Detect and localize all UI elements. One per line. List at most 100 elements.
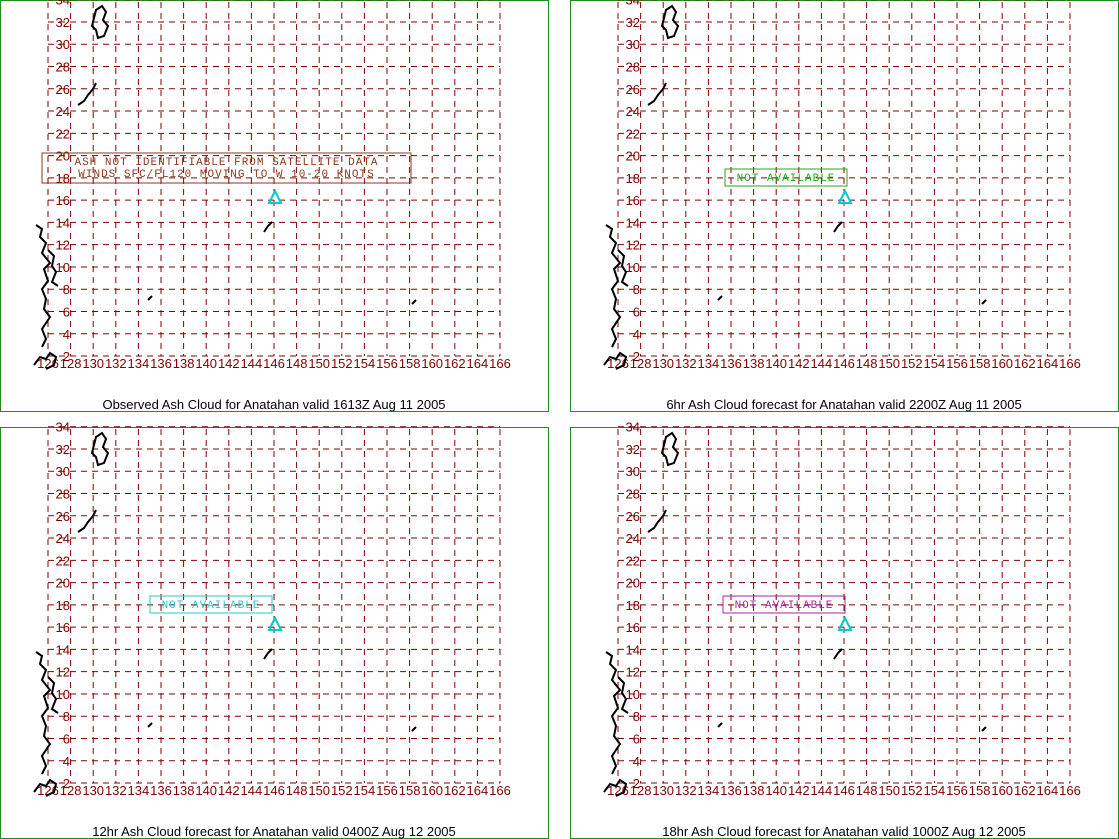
longitude-label: 136 xyxy=(720,783,742,798)
note-box xyxy=(41,152,412,184)
longitude-label: 138 xyxy=(743,356,765,371)
longitude-label: 140 xyxy=(765,356,787,371)
longitude-label: 152 xyxy=(901,783,923,798)
longitude-label: 160 xyxy=(991,356,1013,371)
longitude-label: 150 xyxy=(878,783,900,798)
longitude-label: 132 xyxy=(675,356,697,371)
longitude-label: 150 xyxy=(308,356,330,371)
latitude-label: 16 xyxy=(56,193,70,208)
latitude-label: 6 xyxy=(633,304,640,319)
coastline xyxy=(35,224,52,348)
latitude-label: 2 xyxy=(63,349,70,364)
longitude-label: 152 xyxy=(331,783,353,798)
coastline xyxy=(35,651,52,775)
latitude-label: 8 xyxy=(633,282,640,297)
longitude-label: 158 xyxy=(969,783,991,798)
longitude-label: 140 xyxy=(195,356,217,371)
longitude-label: 166 xyxy=(489,783,511,798)
note-box xyxy=(722,595,846,614)
longitude-label: 142 xyxy=(788,783,810,798)
latitude-label: 28 xyxy=(56,60,70,75)
longitude-label: 160 xyxy=(421,783,443,798)
coastline xyxy=(47,676,59,714)
longitude-label: 126 xyxy=(37,356,59,371)
longitude-label: 142 xyxy=(788,356,810,371)
longitude-label: 128 xyxy=(630,356,652,371)
map-panel: 126 128 130 132 134 136 138 140 142 144 146 148 150 1… xyxy=(570,0,1119,412)
longitude-label: 148 xyxy=(856,783,878,798)
longitude-label: 158 xyxy=(399,783,421,798)
latitude-label: 18 xyxy=(56,171,70,186)
coastline xyxy=(981,726,987,732)
coastline xyxy=(33,351,58,370)
latitude-label: 10 xyxy=(56,260,70,275)
coastline xyxy=(647,509,667,533)
longitude-label: 150 xyxy=(878,356,900,371)
longitude-label: 136 xyxy=(150,783,172,798)
latitude-label: 16 xyxy=(626,193,640,208)
latitude-label: 22 xyxy=(626,553,640,568)
latitude-label: 22 xyxy=(626,126,640,141)
latitude-label: 8 xyxy=(633,709,640,724)
latitude-label: 32 xyxy=(56,442,70,457)
longitude-label: 130 xyxy=(82,356,104,371)
longitude-label: 156 xyxy=(946,783,968,798)
longitude-label: 156 xyxy=(946,356,968,371)
latitude-label: 8 xyxy=(63,282,70,297)
longitude-label: 166 xyxy=(489,356,511,371)
latitude-label: 14 xyxy=(56,642,70,657)
latitude-label: 6 xyxy=(633,731,640,746)
note-text: WINDS SFC/FL120 MOVING TO W 10-20 KNOTS xyxy=(78,169,374,181)
longitude-label: 156 xyxy=(376,783,398,798)
longitude-label: 158 xyxy=(969,356,991,371)
volcano-marker xyxy=(837,615,853,631)
longitude-label: 130 xyxy=(82,783,104,798)
latitude-label: 26 xyxy=(626,82,640,97)
note-text: NOT AVAILABLE xyxy=(737,173,836,185)
longitude-label: 158 xyxy=(399,356,421,371)
longitude-label: 146 xyxy=(263,783,285,798)
longitude-label: 162 xyxy=(1014,356,1036,371)
latitude-label: 4 xyxy=(633,754,640,769)
longitude-label: 138 xyxy=(173,356,195,371)
longitude-label: 130 xyxy=(652,356,674,371)
longitude-label: 142 xyxy=(218,356,240,371)
latitude-label: 4 xyxy=(633,327,640,342)
coastline xyxy=(660,431,680,467)
latitude-label: 18 xyxy=(56,598,70,613)
note-box xyxy=(724,168,848,187)
longitude-label: 126 xyxy=(607,356,629,371)
volcano-marker xyxy=(267,615,283,631)
coastline xyxy=(47,249,59,287)
latitude-label: 24 xyxy=(56,104,70,119)
note-text: NOT AVAILABLE xyxy=(162,600,261,612)
longitude-label: 166 xyxy=(1059,356,1081,371)
latitude-label: 10 xyxy=(626,260,640,275)
latitude-label: 10 xyxy=(626,687,640,702)
coastline xyxy=(147,295,153,301)
longitude-label: 126 xyxy=(37,783,59,798)
latitude-label: 22 xyxy=(56,553,70,568)
longitude-label: 134 xyxy=(128,356,150,371)
latitude-label: 28 xyxy=(626,60,640,75)
longitude-label: 164 xyxy=(1037,783,1059,798)
latitude-label: 16 xyxy=(56,620,70,635)
volcano-marker xyxy=(267,188,283,204)
latitude-label: 32 xyxy=(626,15,640,30)
latitude-label: 20 xyxy=(626,576,640,591)
latitude-label: 4 xyxy=(63,754,70,769)
latitude-label: 34 xyxy=(56,0,70,8)
coastline xyxy=(605,651,622,775)
latitude-label: 34 xyxy=(56,420,70,435)
longitude-label: 134 xyxy=(698,783,720,798)
coastline xyxy=(603,351,628,370)
longitude-label: 162 xyxy=(444,356,466,371)
longitude-label: 166 xyxy=(1059,783,1081,798)
latitude-label: 18 xyxy=(626,598,640,613)
longitude-label: 160 xyxy=(991,783,1013,798)
coastline xyxy=(605,224,622,348)
latitude-label: 26 xyxy=(626,509,640,524)
latitude-label: 4 xyxy=(63,327,70,342)
longitude-label: 128 xyxy=(60,356,82,371)
